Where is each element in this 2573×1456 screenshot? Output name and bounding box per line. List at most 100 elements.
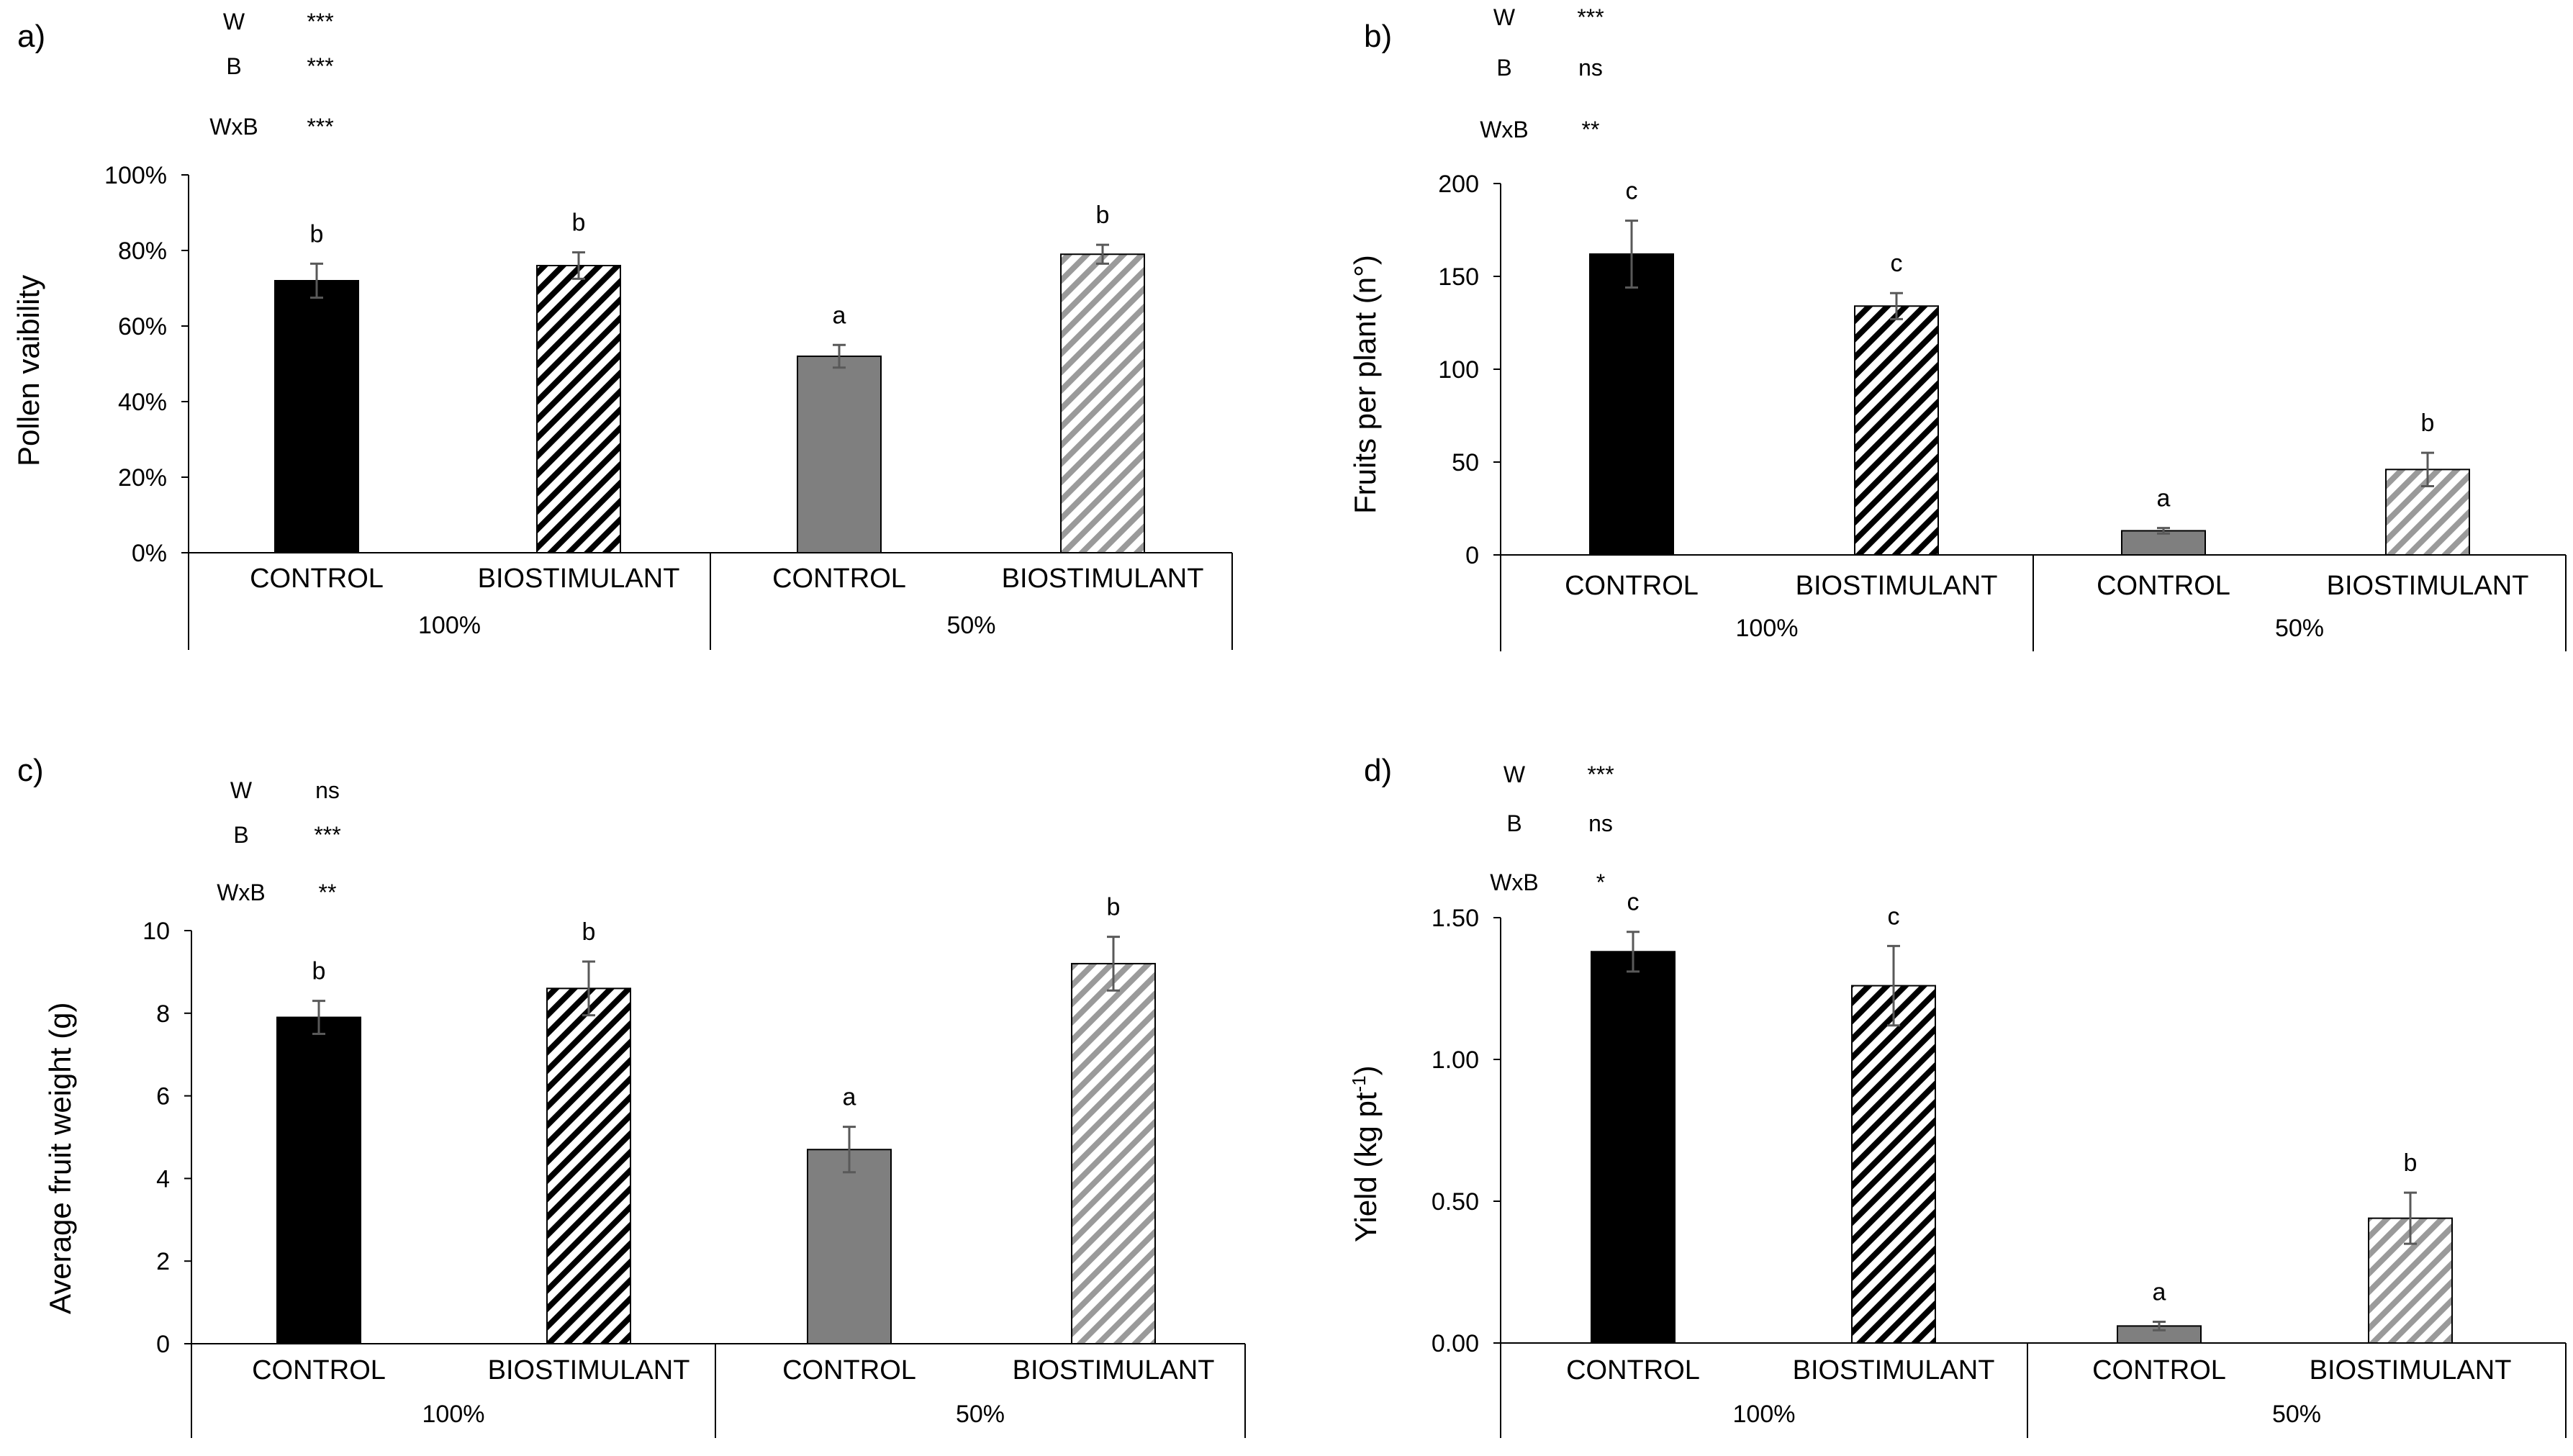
y-tick-label: 0 <box>156 1331 170 1358</box>
stat-significance: ns <box>1588 810 1613 836</box>
x-group-label: 100% <box>418 612 481 639</box>
significance-letter: a <box>843 1084 856 1111</box>
stat-significance: *** <box>1577 4 1604 30</box>
x-group-label: 50% <box>2272 1401 2321 1428</box>
y-tick-label: 1.00 <box>1432 1046 1479 1074</box>
x-group-label: 100% <box>422 1401 485 1428</box>
bar <box>807 1149 892 1344</box>
significance-letter: b <box>1096 202 1110 229</box>
x-group-label: 50% <box>2275 615 2324 642</box>
stat-factor: WxB <box>1480 117 1529 143</box>
x-category-label: BIOSTIMULANT <box>1796 571 1998 601</box>
bar <box>1854 305 1939 556</box>
x-category-label: CONTROL <box>1566 1355 1700 1385</box>
significance-letter: b <box>2404 1149 2418 1177</box>
bar <box>1071 962 1156 1345</box>
bar-chart-svg: 0% 20% 40% 60% 80% 100% b CONTROL b BIOSTIMULANT a… <box>104 162 1233 650</box>
x-category-label: CONTROL <box>772 564 906 594</box>
stat-significance: ** <box>318 880 337 905</box>
significance-letter: a <box>2157 485 2171 512</box>
significance-letter: a <box>2153 1278 2166 1306</box>
stat-factor: W <box>222 9 245 35</box>
y-tick-label: 8 <box>156 1000 170 1028</box>
x-category-label: BIOSTIMULANT <box>1793 1355 1995 1385</box>
significance-letter: b <box>582 918 596 946</box>
y-tick-label: 150 <box>1438 263 1479 291</box>
stat-factor: W <box>230 777 253 803</box>
x-category-label: BIOSTIMULANT <box>478 564 680 594</box>
significance-letter: b <box>1107 894 1121 921</box>
y-tick-label: 80% <box>118 238 167 265</box>
bar <box>1589 253 1674 556</box>
x-category-label: BIOSTIMULANT <box>2310 1355 2512 1385</box>
bar <box>1851 985 1936 1344</box>
y-tick-label: 10 <box>143 918 170 945</box>
y-tick-label: 40% <box>118 389 167 416</box>
stat-significance: *** <box>1587 761 1614 787</box>
panel-label: c) <box>17 753 44 788</box>
x-category-label: BIOSTIMULANT <box>488 1355 690 1385</box>
x-category-label: BIOSTIMULANT <box>2327 571 2529 601</box>
stat-factor: WxB <box>209 114 258 140</box>
x-category-label: CONTROL <box>252 1355 386 1385</box>
bar <box>274 280 359 553</box>
y-tick-label: 1.50 <box>1432 905 1479 932</box>
x-category-label: BIOSTIMULANT <box>1013 1355 1215 1385</box>
significance-letter: b <box>312 958 326 985</box>
y-tick-label: 0.00 <box>1432 1330 1479 1357</box>
y-tick-label: 20% <box>118 464 167 492</box>
x-category-label: CONTROL <box>2092 1355 2226 1385</box>
stat-factor: B <box>1496 55 1512 81</box>
y-tick-label: 60% <box>118 313 167 340</box>
significance-letter: b <box>2421 410 2435 437</box>
stat-factor: WxB <box>1490 869 1539 895</box>
x-category-label: CONTROL <box>1565 571 1699 601</box>
stat-factor: B <box>1506 810 1522 836</box>
bar <box>797 356 882 553</box>
stat-factor: W <box>1503 761 1526 787</box>
x-group-label: 50% <box>956 1401 1005 1428</box>
significance-letter: c <box>1626 178 1638 205</box>
panel-label: a) <box>17 19 46 54</box>
y-tick-label: 6 <box>156 1083 170 1111</box>
y-tick-label: 100% <box>104 162 167 189</box>
stat-factor: B <box>226 53 242 79</box>
significance-letter: b <box>572 209 586 237</box>
stat-factor: WxB <box>217 880 266 905</box>
bar <box>1060 253 1145 553</box>
stat-significance: ns <box>1578 55 1603 81</box>
bar-chart-svg: 0.00 0.50 1.00 1.50 c CONTROL c BIOSTIMULANT a CO… <box>1432 889 2567 1438</box>
stat-significance: * <box>1596 869 1606 895</box>
stat-significance: *** <box>307 114 334 140</box>
x-group-label: 100% <box>1736 615 1799 642</box>
stat-factor: W <box>1493 4 1516 30</box>
stat-significance: *** <box>307 9 334 35</box>
significance-letter: c <box>1888 903 1900 930</box>
x-category-label: BIOSTIMULANT <box>1002 564 1204 594</box>
bar <box>276 1016 361 1344</box>
bar-chart-svg: 0 2 4 6 8 10 b CONTROL b BIOSTIMULANT a CONTROL b BIO… <box>143 894 1246 1438</box>
significance-letter: b <box>310 220 324 248</box>
y-tick-label: 0% <box>132 540 167 567</box>
stat-significance: *** <box>307 53 334 79</box>
panel-label: d) <box>1364 753 1393 788</box>
stat-factor: B <box>233 822 249 848</box>
y-tick-label: 0 <box>1465 542 1479 569</box>
stat-significance: ** <box>1581 117 1600 143</box>
bar-chart-svg: 0 50 100 150 200 c CONTROL c BIOSTIMULANT a CONTRO… <box>1438 171 2567 651</box>
x-category-label: CONTROL <box>250 564 384 594</box>
y-tick-label: 2 <box>156 1248 170 1275</box>
bar <box>546 987 631 1344</box>
significance-letter: c <box>1627 889 1640 916</box>
panel-label: b) <box>1364 19 1393 54</box>
y-tick-label: 0.50 <box>1432 1188 1479 1216</box>
y-tick-label: 100 <box>1438 356 1479 384</box>
significance-letter: c <box>1891 250 1903 277</box>
y-tick-label: 4 <box>156 1165 170 1193</box>
stat-significance: ns <box>315 777 340 803</box>
x-group-label: 100% <box>1733 1401 1796 1428</box>
y-tick-label: 200 <box>1438 171 1479 198</box>
